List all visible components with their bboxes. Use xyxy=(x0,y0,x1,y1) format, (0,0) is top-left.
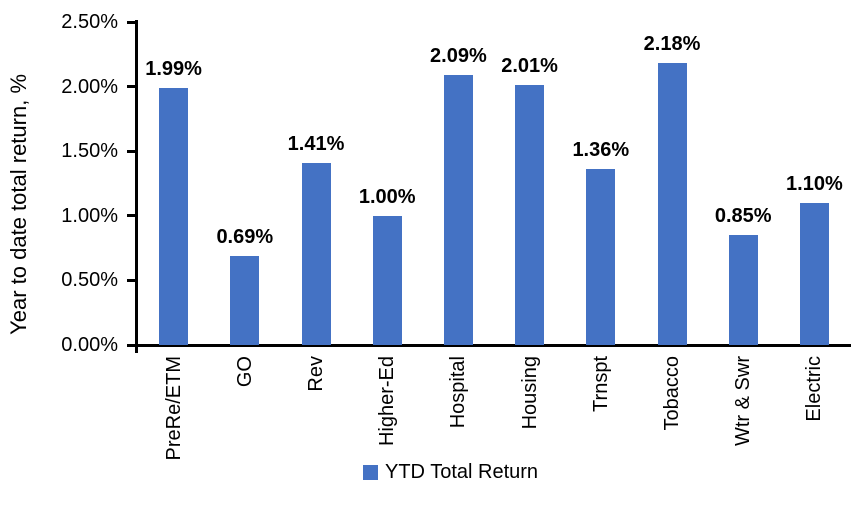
bar-value-label: 2.18% xyxy=(643,33,701,56)
bar-value-label: 2.09% xyxy=(430,44,487,67)
bar-value-label: 0.85% xyxy=(714,205,772,228)
bar-value-label: 1.99% xyxy=(145,57,202,80)
bar-value-label: 2.01% xyxy=(501,55,558,78)
bar xyxy=(728,235,758,345)
bar xyxy=(372,215,402,345)
x-axis-label: Housing xyxy=(518,356,541,430)
bar xyxy=(515,85,545,345)
y-axis-tick-label: 2.00% xyxy=(61,75,118,98)
y-axis-tick-mark xyxy=(127,343,138,347)
y-axis-tick-mark xyxy=(127,85,138,89)
y-axis-line xyxy=(135,20,138,353)
y-axis-tick-label: 1.00% xyxy=(61,204,118,227)
bar xyxy=(657,63,687,345)
bar-value-label: 1.41% xyxy=(287,132,345,155)
x-axis-label: Trnspt xyxy=(589,356,612,412)
legend-marker-icon xyxy=(363,465,378,480)
x-axis-label: PreRe/ETM xyxy=(162,356,185,461)
bar-value-label: 1.00% xyxy=(358,185,416,208)
x-axis-label: Tobacco xyxy=(661,356,683,431)
y-axis-tick-mark xyxy=(127,20,138,24)
bar-value-label: 1.36% xyxy=(572,139,630,162)
bar xyxy=(586,169,616,345)
bar-value-label: 1.10% xyxy=(786,172,843,195)
legend: YTD Total Return xyxy=(363,461,538,484)
bar-value-label: 0.69% xyxy=(216,225,274,248)
bar xyxy=(230,255,260,345)
x-axis-label: Wtr & Swr xyxy=(732,356,755,446)
x-axis-label: Hospital xyxy=(447,356,470,429)
legend-label: YTD Total Return xyxy=(385,461,539,483)
y-axis-tick-label: 0.50% xyxy=(61,269,118,292)
y-axis-tick-mark xyxy=(127,149,138,153)
y-axis-tick-label: 1.50% xyxy=(61,140,118,163)
x-axis-label: Electric xyxy=(803,356,826,422)
x-axis-label: Higher-Ed xyxy=(376,356,399,447)
bar xyxy=(159,87,189,345)
y-axis-tick-label: 2.50% xyxy=(61,11,118,33)
x-axis-label: Rev xyxy=(305,356,327,392)
y-axis-tick-mark xyxy=(127,278,138,282)
bar xyxy=(443,74,473,345)
x-axis-label: GO xyxy=(233,356,256,388)
y-axis-tick-mark xyxy=(127,214,138,218)
bar xyxy=(301,162,331,345)
bar xyxy=(799,202,829,345)
x-axis-line xyxy=(135,344,851,347)
y-axis-tick-label: 0.00% xyxy=(61,334,118,356)
